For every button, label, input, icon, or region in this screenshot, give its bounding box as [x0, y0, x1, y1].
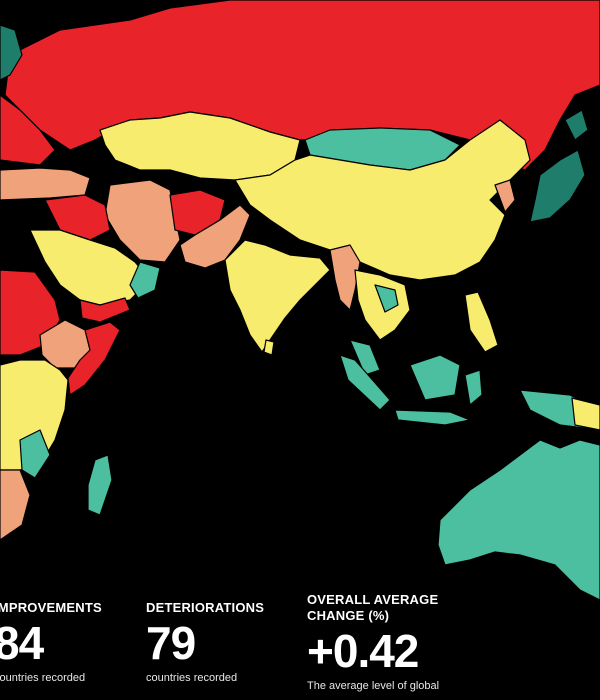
stat-improvements-label: IMPROVEMENTS	[0, 600, 102, 615]
region-png	[571, 397, 600, 431]
stat-deteriorations-value: 79	[146, 617, 196, 669]
stat-deteriorations-label: DETERIORATIONS	[146, 600, 265, 615]
region-philippines	[464, 291, 499, 353]
region-iran	[104, 179, 181, 263]
region-korea	[494, 179, 516, 213]
region-japan-north	[564, 109, 589, 141]
region-mozambique	[19, 429, 51, 479]
region-east-africa	[0, 359, 69, 471]
region-somalia	[67, 321, 121, 396]
region-yemen	[79, 297, 131, 323]
region-malaysia	[349, 339, 381, 376]
region-pakistan	[179, 204, 251, 269]
region-southern-africa	[0, 469, 31, 541]
region-eastern-europe	[0, 94, 56, 166]
stat-improvements-desc: countries recorded	[0, 672, 86, 684]
stat-overall-change: OVERALL AVERAGE CHANGE (%) +0.42 The ave…	[307, 592, 477, 693]
region-myanmar	[329, 244, 361, 311]
stat-overall-change-value: +0.42	[307, 625, 419, 677]
region-sri-lanka	[263, 339, 275, 356]
region-borneo	[409, 354, 461, 401]
region-australia	[437, 439, 600, 601]
stat-improvements-value: 84	[0, 617, 44, 669]
region-india	[224, 239, 331, 353]
region-northern-europe	[0, 24, 23, 81]
stat-deteriorations: DETERIORATIONS 79 countries recorded	[146, 600, 264, 685]
region-oman	[129, 261, 161, 299]
region-sumatra	[339, 354, 391, 411]
stat-overall-change-desc: The average level of global	[307, 680, 440, 692]
region-laos	[374, 284, 399, 313]
region-sulawesi	[464, 369, 483, 406]
region-japan	[529, 149, 586, 223]
stat-deteriorations-desc: countries recorded	[146, 672, 238, 684]
stat-improvements: IMPROVEMENTS 84 countries recorded	[0, 600, 102, 685]
stat-overall-change-label: OVERALL AVERAGE CHANGE (%)	[307, 592, 439, 623]
region-madagascar	[87, 454, 113, 516]
region-turkey	[0, 167, 91, 201]
region-java	[394, 409, 471, 426]
